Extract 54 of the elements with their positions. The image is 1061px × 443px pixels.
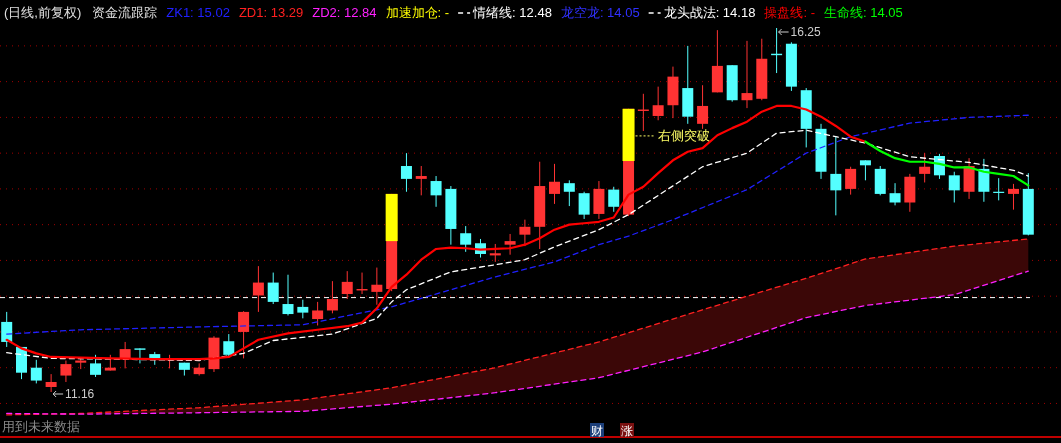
candlestick <box>90 354 102 378</box>
candlestick <box>400 152 412 193</box>
candlestick <box>741 40 753 109</box>
candlestick <box>549 163 561 205</box>
legend-label: 情绪线: 12.48 <box>472 5 552 20</box>
candlestick <box>578 191 590 220</box>
candlestick <box>45 373 57 393</box>
candlestick <box>60 360 72 383</box>
candlestick <box>430 175 442 208</box>
candlestick <box>252 265 264 313</box>
candlestick <box>326 280 338 314</box>
candlestick <box>223 333 235 358</box>
candlestick <box>134 347 146 364</box>
candlestick <box>30 359 42 384</box>
candlestick <box>238 310 250 359</box>
text: ZD2: 12.84 <box>312 5 377 20</box>
candlestick <box>519 219 531 247</box>
text: ZK1: 15.02 <box>166 5 230 20</box>
candlestick <box>978 158 990 203</box>
chart-title: (日线,前复权) <box>4 5 82 20</box>
candlestick <box>1007 183 1019 211</box>
candlestick <box>859 159 871 181</box>
text: 生命线: 14.05 <box>823 5 903 20</box>
annotation: 16.25 <box>790 25 821 39</box>
candlestick <box>297 299 309 319</box>
candlestick <box>504 233 516 256</box>
candlestick <box>830 135 842 216</box>
candlestick <box>312 301 324 326</box>
chart-subtitle: 资金流跟踪 <box>92 5 158 20</box>
text: 龙空龙: 14.05 <box>560 5 640 20</box>
candlestick <box>282 274 294 316</box>
legend-label: 龙头战法: 14.18 <box>663 5 756 20</box>
candlestick <box>889 182 901 206</box>
candlestick <box>341 270 353 300</box>
candlestick <box>608 186 620 213</box>
annotation: 11.16 <box>65 387 95 401</box>
candlestick <box>267 272 279 305</box>
candlestick <box>371 267 383 306</box>
text: 财 <box>591 424 603 438</box>
candlestick <box>415 165 427 196</box>
candlestick <box>563 179 575 207</box>
text: 涨 <box>621 424 633 438</box>
text: ZD1: 13.29 <box>238 5 304 20</box>
candlestick <box>948 171 960 203</box>
candlestick <box>460 225 472 253</box>
candlestick <box>845 166 857 196</box>
annotation: 右侧突破 <box>657 127 710 143</box>
candlestick <box>1 311 13 348</box>
candlestick <box>652 86 664 121</box>
text: 加速加仓: - <box>385 5 450 20</box>
text: 用到未来数据 <box>2 419 80 434</box>
candlestick <box>697 84 709 130</box>
candlestick <box>919 152 931 183</box>
text: 操盘线: - <box>764 5 815 20</box>
